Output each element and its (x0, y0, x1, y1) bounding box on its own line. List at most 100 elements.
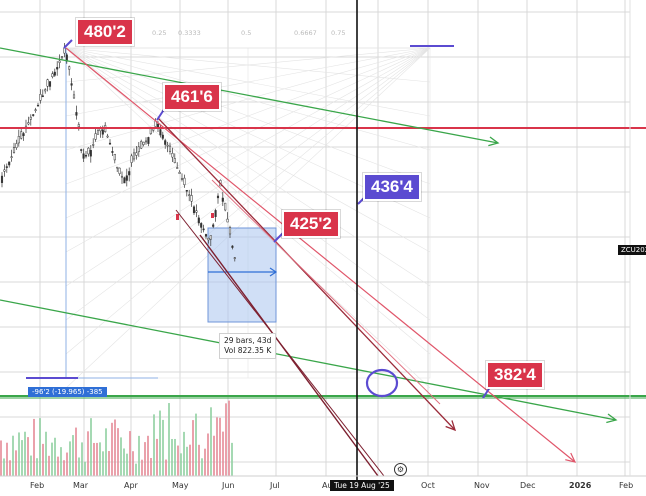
volume-bar (192, 420, 194, 476)
volume-bar (180, 453, 182, 476)
volume-bar (81, 442, 83, 476)
candle-body (233, 257, 236, 259)
volume-bar (117, 428, 119, 476)
candle-body (44, 89, 47, 92)
volume-bar (213, 435, 215, 476)
candle-body (132, 152, 136, 160)
volume-bar (3, 458, 5, 476)
gann-fan (65, 47, 431, 389)
volume-bar (165, 459, 167, 476)
volume-bar (42, 443, 44, 476)
fib-label-06667: 0.6667 (294, 29, 317, 37)
volume-bar (153, 414, 155, 476)
price-callout-436[interactable]: 436'4 (363, 173, 421, 201)
volume-bar (111, 422, 113, 476)
volume-bar (21, 440, 23, 476)
candle-body (17, 136, 20, 144)
x-label-aug: Au (322, 481, 333, 490)
settings-icon[interactable]: ⚙ (394, 463, 407, 476)
volume-bar (120, 437, 122, 476)
x-label-feb-2026: Feb (619, 481, 634, 490)
candle-body (56, 67, 59, 70)
measure-box[interactable] (207, 227, 277, 323)
volume-bar (27, 437, 29, 476)
candle-body (228, 227, 232, 235)
volume-bar (222, 431, 224, 476)
candle-body (221, 197, 224, 202)
volume-bar (162, 419, 164, 476)
green-trend-arrow-lower (0, 299, 617, 421)
price-callout-461[interactable]: 461'6 (163, 83, 221, 111)
volume-bar (186, 446, 188, 476)
candle-body (188, 194, 191, 197)
volume-bar (33, 418, 35, 476)
candle-body (34, 109, 37, 111)
x-label-dec: Dec (520, 481, 536, 490)
volume-bar (24, 431, 26, 476)
candle-body (63, 47, 66, 54)
price-callout-382[interactable]: 382'4 (486, 361, 544, 389)
candle-body (226, 218, 229, 223)
red-trend-arrow-1-head (565, 452, 577, 463)
candle-body (197, 217, 200, 224)
volume-bar (123, 448, 125, 476)
x-label-apr: Apr (124, 481, 138, 490)
green-trend-arrow-lower-head (606, 413, 618, 424)
volume-bars (0, 400, 233, 476)
volume-bar (132, 451, 134, 476)
circle-annotation[interactable] (365, 368, 399, 398)
volume-bar (105, 428, 107, 476)
volume-bar (198, 444, 200, 476)
candle-body (106, 135, 109, 138)
candle-body (212, 224, 215, 227)
candle-body (46, 79, 49, 87)
volume-bar (39, 418, 41, 476)
volume-bar (99, 442, 101, 476)
volume-bar (54, 437, 56, 476)
ticker-label: ZCU202 (618, 245, 646, 255)
candle-body (178, 171, 181, 174)
volume-bar (147, 435, 149, 476)
measure-arrow-head (269, 267, 278, 277)
volume-bar (57, 456, 59, 476)
candle-body (113, 153, 116, 161)
candle-body (77, 124, 80, 128)
candle-body (12, 147, 16, 153)
volume-bar (189, 444, 191, 476)
x-label-oct: Oct (421, 481, 435, 490)
volume-bar (171, 438, 173, 476)
volume-bar (36, 458, 38, 476)
volume-bar (84, 461, 86, 476)
candle-body (96, 130, 100, 135)
volume-bar (141, 459, 143, 476)
candle-body (80, 149, 83, 151)
volume-bar (72, 435, 74, 476)
candle-body (192, 206, 196, 214)
candle-body (231, 245, 234, 248)
trendline-drawings[interactable] (0, 39, 646, 477)
candle-body (39, 94, 42, 101)
candle-body (164, 140, 167, 145)
fib-label-05: 0.5 (241, 29, 252, 37)
volume-bar (87, 431, 89, 476)
volume-bar (150, 457, 152, 476)
candle-body (94, 133, 97, 140)
fib-label-0333: 0.3333 (178, 29, 201, 37)
candle-body (82, 153, 85, 159)
candle-body (159, 129, 162, 136)
price-callout-425[interactable]: 425'2 (282, 210, 340, 238)
volume-bar (90, 418, 92, 476)
volume-bar (225, 403, 227, 476)
candle-body (207, 237, 210, 241)
volume-bar (216, 417, 218, 476)
price-callout-480[interactable]: 480'2 (76, 18, 134, 46)
candle-body (0, 175, 4, 183)
candle-body (144, 140, 148, 143)
candle-body (173, 158, 176, 163)
volume-bar (174, 438, 176, 476)
candle-body (48, 81, 52, 87)
volume-bar (108, 451, 110, 476)
candle-body (176, 167, 179, 169)
volume-bar (30, 455, 32, 476)
